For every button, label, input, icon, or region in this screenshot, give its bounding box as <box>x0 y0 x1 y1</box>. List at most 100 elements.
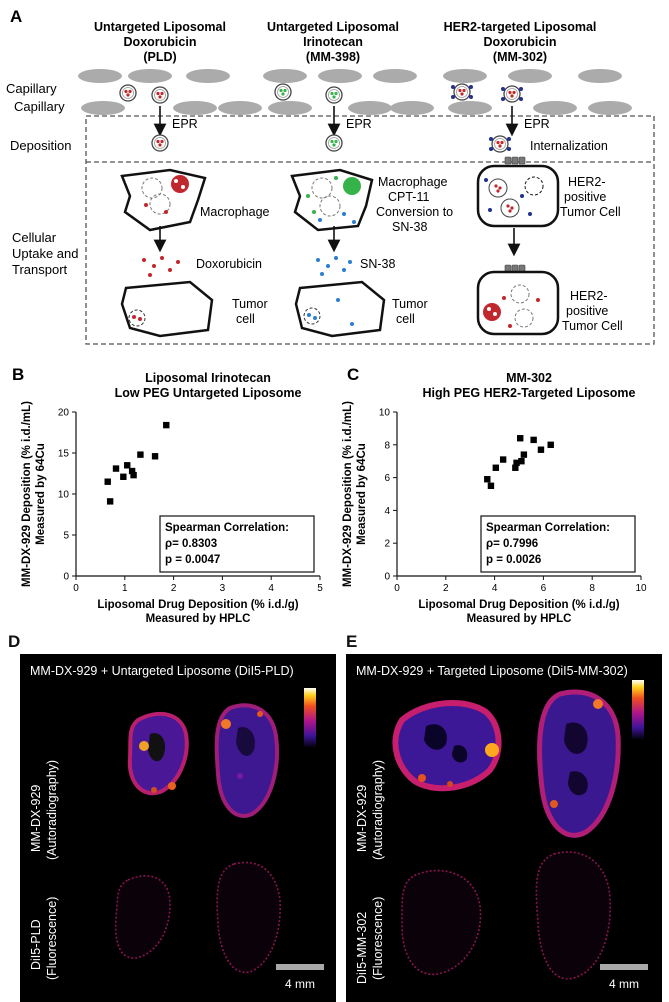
col3-title-2: Doxorubicin <box>484 35 557 49</box>
panel-c-point <box>518 458 525 465</box>
panel-a-diagram: A Untargeted Liposomal Doxorubicin (PLD)… <box>6 7 655 345</box>
panel-d-letter: D <box>8 632 21 651</box>
panel-c-point <box>517 435 524 442</box>
col3-tumor-3: Tumor Cell <box>562 319 623 333</box>
col1-macrophage <box>120 168 207 232</box>
panel-c-point <box>499 456 507 463</box>
panel-b-x-tick-label: 4 <box>268 583 274 594</box>
panel-e-top-label-1: MM-DX-929 <box>355 785 369 852</box>
panel-c-stats-rho: ρ= 0.7996 <box>486 538 538 550</box>
panel-b-stats-box <box>159 515 315 573</box>
panel-d-top-label-1: MM-DX-929 <box>29 785 43 852</box>
row-label-uptake-2: Uptake and <box>12 246 79 261</box>
panel-c-ylabel-1: MM-DX-929 Deposition (% i.d./mL) <box>342 401 354 587</box>
panel-b-point <box>120 473 127 480</box>
panel-c-x-tick-label: 2 <box>443 583 449 594</box>
col3-cell-2: positive <box>564 190 606 204</box>
panel-b-point <box>130 471 137 479</box>
panel-c-xlabel-2: Measured by HPLC <box>467 613 572 625</box>
panel-b-ylabel-1: MM-DX-929 Deposition (% i.d./mL) <box>21 401 33 587</box>
panel-c-title-1: MM-302 <box>506 371 552 385</box>
panel-b-title-1: Liposomal Irinotecan <box>145 371 271 385</box>
panel-b-point <box>106 498 114 505</box>
col3-cell-3: Tumor Cell <box>560 205 621 219</box>
col3-internalization: Internalization <box>530 139 608 153</box>
panel-e-tissue-1 <box>392 700 502 792</box>
col2-drug-label: SN-38 <box>360 257 395 271</box>
col1-drug-label: Doxorubicin <box>196 257 262 271</box>
panel-e-fluor-2 <box>535 851 611 980</box>
panel-d-bottom-label-2: (Fluorescence) <box>45 897 59 980</box>
panel-e-title: MM-DX-929 + Targeted Liposome (DiI5-MM-3… <box>356 664 628 678</box>
panel-b-point <box>163 421 170 429</box>
panel-c-point <box>513 459 520 467</box>
col2-cell-3: Conversion to <box>376 205 453 219</box>
panel-c-stats-box <box>480 515 636 573</box>
col2-title-1: Untargeted Liposomal <box>267 20 399 34</box>
panel-d-tissue-2 <box>214 703 279 818</box>
panel-c-y-tick-label: 10 <box>379 408 391 419</box>
row-label-deposition: Deposition <box>10 138 71 153</box>
panel-d-scale-label: 4 mm <box>285 977 315 991</box>
panel-b-point <box>137 451 144 458</box>
panel-b-x-tick-label: 2 <box>171 583 177 594</box>
panel-e-colorbar <box>632 680 644 740</box>
panel-c-title-2: High PEG HER2-Targeted Liposome <box>423 386 636 400</box>
panel-d-colorbar <box>304 688 316 748</box>
row-label-uptake-1: Cellular <box>12 230 57 245</box>
panel-c-x-tick-label: 0 <box>394 583 400 594</box>
col1-tumor-cell <box>120 280 214 338</box>
col3-tumor-2: positive <box>566 304 608 318</box>
col1-title-1: Untargeted Liposomal <box>94 20 226 34</box>
panel-b-xlabel-2: Measured by HPLC <box>146 613 251 625</box>
panel-b-stats-heading: Spearman Correlation: <box>165 522 289 534</box>
panel-b-ylabel-2: Measured by 64Cu <box>35 443 47 545</box>
panel-e-scale-bar <box>600 964 648 970</box>
panel-c-x-tick-label: 4 <box>492 583 498 594</box>
panel-b-stats-rho: ρ= 0.8303 <box>165 538 217 550</box>
col1-epr: EPR <box>172 117 198 131</box>
col1-tumor-1: Tumor <box>232 297 268 311</box>
panel-b-y-tick-label: 5 <box>63 531 69 542</box>
panel-b-y-tick-label: 10 <box>58 490 70 501</box>
panel-d-image: MM-DX-929 + Untargeted Liposome (DiI5-PL… <box>20 654 336 1002</box>
panel-b-point <box>124 462 131 469</box>
panel-b-stats-p: p = 0.0047 <box>165 554 220 566</box>
panel-b-xlabel-1: Liposomal Drug Deposition (% i.d./g) <box>97 599 298 611</box>
panel-b-y-tick-label: 20 <box>58 408 70 419</box>
col2-title-2: Irinotecan <box>303 35 363 49</box>
panel-c-y-tick-label: 4 <box>384 506 390 517</box>
panel-c-point <box>537 446 545 453</box>
panel-b-y-tick-label: 15 <box>58 449 70 460</box>
col1-tumor-2: cell <box>236 312 255 326</box>
panel-b-x-tick-label: 1 <box>122 583 128 594</box>
panel-e-letter: E <box>346 632 358 651</box>
col1-cell-label: Macrophage <box>200 205 270 219</box>
panel-c-y-tick-label: 2 <box>384 539 390 550</box>
panel-c-point <box>512 464 519 471</box>
col2-cell-2: CPT-11 <box>388 190 429 204</box>
panel-b-point <box>104 478 111 485</box>
panel-e-fluor-1 <box>401 869 482 976</box>
col3-title-3: (MM-302) <box>493 50 547 64</box>
panel-a-letter: A <box>10 7 22 26</box>
panel-d-scale-bar <box>276 964 324 970</box>
col2-cell-1: Macrophage <box>378 175 448 189</box>
col3-her2-cell <box>476 164 560 228</box>
col2-tumor-2: cell <box>396 312 415 326</box>
deposition-box <box>85 115 655 345</box>
panel-b-title-2: Low PEG Untargeted Liposome <box>115 386 302 400</box>
panel-e-scale-label: 4 mm <box>609 977 639 991</box>
col1-title-3: (PLD) <box>143 50 176 64</box>
col1-title-2: Doxorubicin <box>124 35 197 49</box>
col3-cell-1: HER2- <box>568 175 606 189</box>
col3-tumor-1: HER2- <box>570 289 608 303</box>
col2-epr: EPR <box>346 117 372 131</box>
panel-d-bottom-label-1: DiI5-PLD <box>29 919 43 970</box>
panel-c-point <box>547 441 554 448</box>
panel-c-y-tick-label: 6 <box>384 473 390 484</box>
panel-b-point <box>128 467 136 475</box>
panel-c-x-tick-label: 10 <box>635 583 647 594</box>
